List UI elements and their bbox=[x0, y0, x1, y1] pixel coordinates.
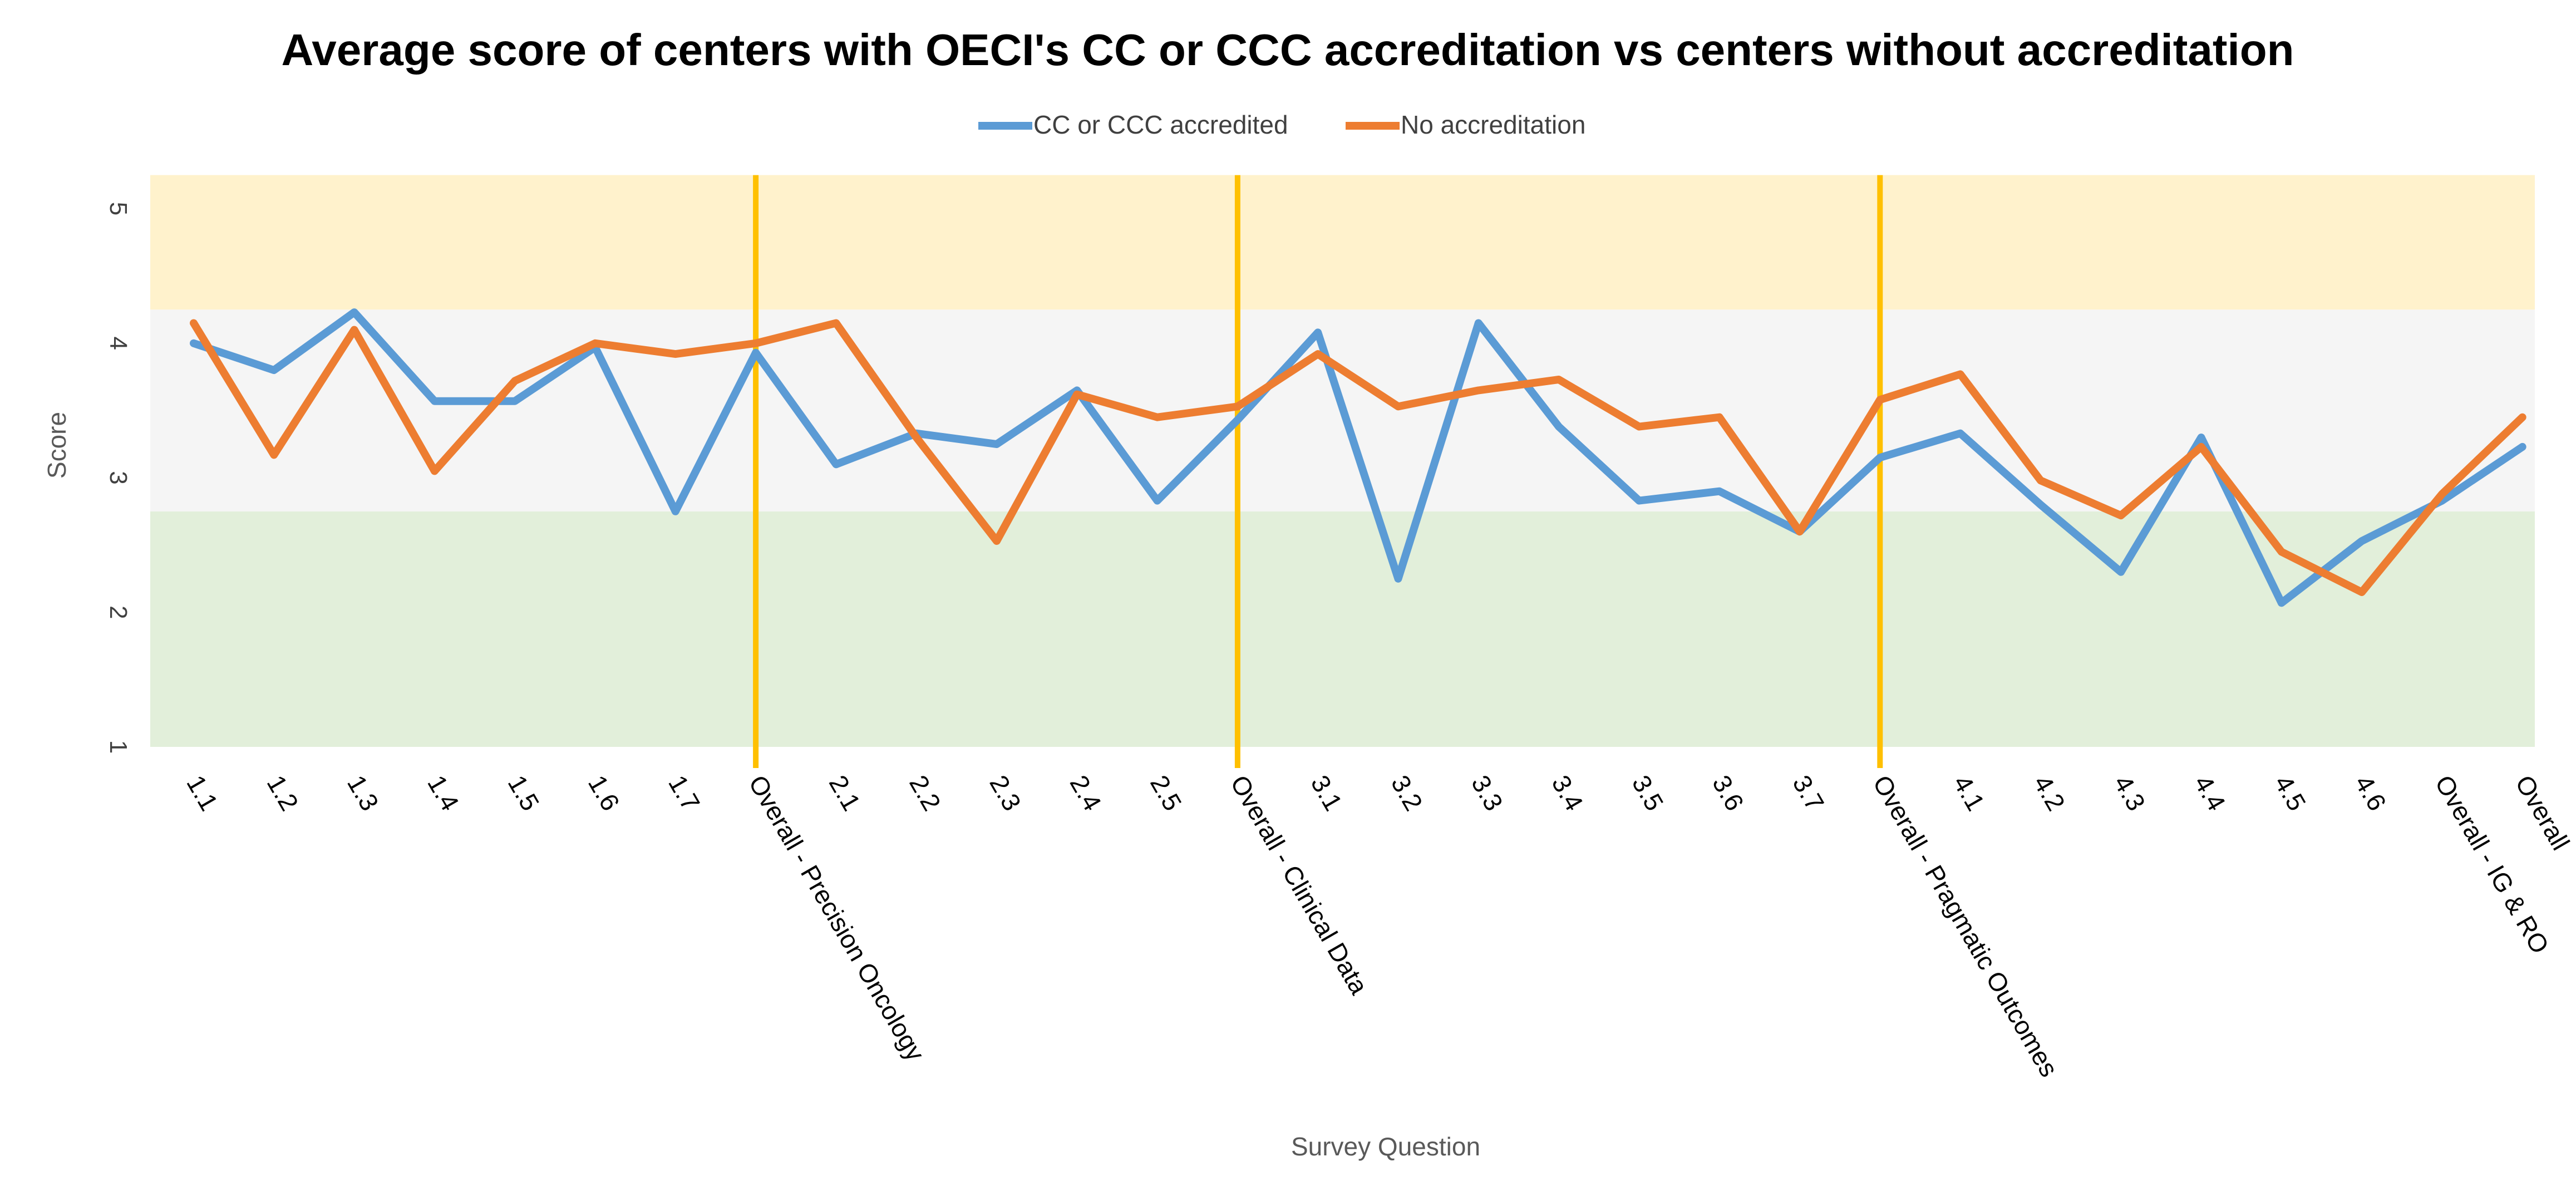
background-bands bbox=[150, 175, 2535, 747]
x-tick-label: 4.2 bbox=[2028, 770, 2071, 815]
x-tick-label: 2.4 bbox=[1065, 770, 1107, 815]
x-tick-label: 3.6 bbox=[1707, 770, 1750, 815]
x-tick-label: 1.6 bbox=[583, 770, 625, 815]
x-tick-label: 2.5 bbox=[1145, 770, 1188, 815]
x-tick-label: 1.4 bbox=[422, 770, 465, 815]
x-tick-label: 4.4 bbox=[2189, 770, 2232, 815]
y-axis-label: Score bbox=[42, 412, 71, 479]
x-tick-label: 1.5 bbox=[503, 770, 545, 815]
background-band-1 bbox=[150, 511, 2535, 747]
x-tick-label: 2.1 bbox=[824, 770, 866, 815]
x-tick-label: Overall - Pragmatic Outcomes bbox=[1868, 770, 2064, 1082]
series-lines bbox=[190, 308, 2526, 607]
background-band-3 bbox=[150, 175, 2535, 310]
legend-label-accredited: CC or CCC accredited bbox=[1033, 110, 1288, 139]
legend-label-no-accreditation: No accreditation bbox=[1401, 110, 1585, 139]
section-separators bbox=[753, 175, 1883, 768]
x-tick-label: 1.1 bbox=[181, 770, 224, 815]
y-tick-label: 4 bbox=[105, 337, 132, 350]
legend: CC or CCC accredited No accreditation bbox=[978, 110, 1585, 139]
x-tick-label: 3.2 bbox=[1386, 770, 1429, 815]
legend-item-no-accreditation: No accreditation bbox=[1346, 110, 1585, 139]
x-axis-label: Survey Question bbox=[1291, 1132, 1480, 1161]
x-tick-label: 3.7 bbox=[1787, 770, 1830, 815]
y-tick-label: 3 bbox=[105, 471, 132, 484]
x-tick-label: 3.5 bbox=[1627, 770, 1669, 815]
x-tick-label: 1.7 bbox=[663, 770, 706, 815]
x-tick-label: 2.3 bbox=[984, 770, 1027, 815]
x-tick-label: Overall - Precision Oncology bbox=[743, 770, 930, 1066]
series-line-accredited bbox=[190, 308, 2526, 607]
y-axis-ticks: 1 2 3 4 5 bbox=[105, 202, 132, 754]
x-tick-label: 4.3 bbox=[2109, 770, 2151, 815]
x-tick-label: 4.1 bbox=[1948, 770, 1991, 815]
x-tick-label: 3.4 bbox=[1546, 770, 1589, 815]
x-tick-label: 4.6 bbox=[2349, 770, 2392, 815]
legend-item-accredited: CC or CCC accredited bbox=[978, 110, 1288, 139]
x-tick-label: 4.5 bbox=[2269, 770, 2312, 815]
x-axis-ticks: 1.1 1.2 1.3 1.4 1.5 1.6 1.7 Overall - Precision… bbox=[181, 770, 2575, 1082]
x-tick-label: 3.1 bbox=[1306, 770, 1348, 815]
chart-title: Average score of centers with OECI's CC … bbox=[281, 25, 2294, 75]
x-tick-label: Overall bbox=[2510, 770, 2575, 855]
y-tick-label: 2 bbox=[105, 606, 132, 619]
x-tick-label: 2.2 bbox=[904, 770, 947, 815]
x-tick-label: Overall - Clinical Data bbox=[1225, 770, 1374, 1000]
x-tick-label: 1.2 bbox=[262, 770, 304, 815]
x-tick-label: 1.3 bbox=[342, 770, 385, 815]
y-tick-label: 5 bbox=[105, 202, 132, 215]
y-tick-label: 1 bbox=[105, 740, 132, 754]
series-line-no-accreditation bbox=[190, 319, 2526, 596]
x-tick-label: 3.3 bbox=[1466, 770, 1509, 815]
